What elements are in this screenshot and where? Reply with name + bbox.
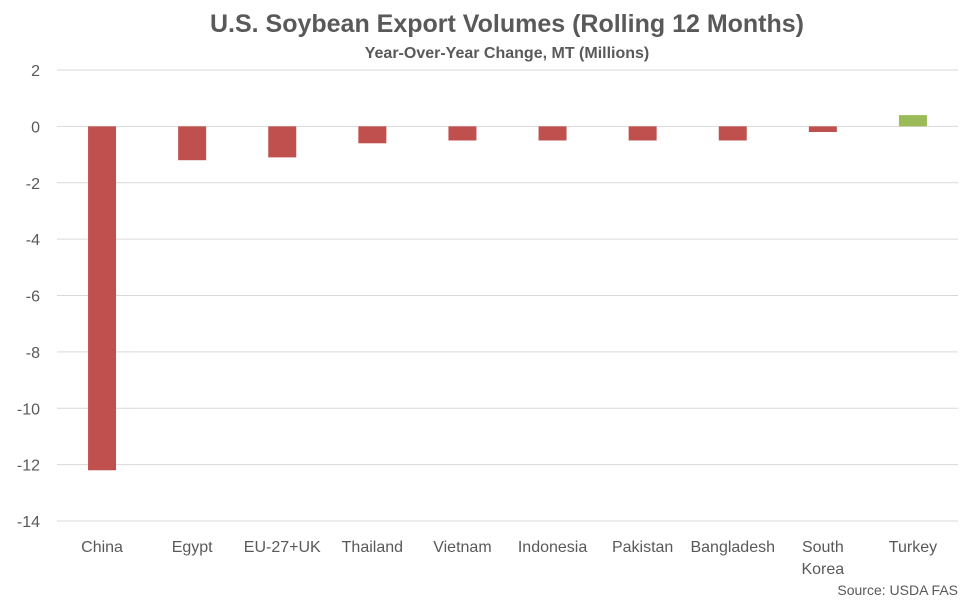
- x-tick-label: Indonesia: [518, 539, 587, 556]
- y-tick-label: -12: [17, 458, 40, 475]
- y-tick-label: -14: [17, 514, 40, 531]
- bar-indonesia: [538, 126, 567, 141]
- bar-china: [88, 126, 117, 471]
- gridlines: [57, 69, 958, 522]
- bars: [88, 115, 927, 471]
- y-tick-label: 0: [31, 119, 40, 136]
- x-tick-label: South Korea: [801, 539, 844, 578]
- bar-egypt: [178, 126, 207, 161]
- x-tick-label: Turkey: [889, 539, 937, 556]
- bar-thailand: [358, 126, 387, 144]
- y-tick-label: -2: [26, 176, 40, 193]
- source-note: Source: USDA FAS: [837, 582, 958, 598]
- y-tick-label: -4: [26, 232, 40, 249]
- bar-vietnam: [448, 126, 477, 141]
- y-tick-label: -6: [26, 289, 40, 306]
- bar-eu-27-uk: [268, 126, 297, 158]
- y-tick-label: 2: [31, 63, 40, 80]
- x-axis: China Egypt EU-27+UK Thailand Vietnam Indones…: [81, 539, 937, 578]
- x-tick-label: EU-27+UK: [244, 539, 321, 556]
- chart-title: U.S. Soybean Export Volumes (Rolling 12 …: [210, 10, 804, 38]
- x-tick-label: China: [81, 539, 123, 556]
- bar-south-korea: [808, 126, 837, 133]
- y-tick-label: -10: [17, 401, 40, 418]
- y-tick-label: -8: [26, 345, 40, 362]
- x-tick-label: Vietnam: [433, 539, 491, 556]
- chart-subtitle: Year-Over-Year Change, MT (Millions): [365, 45, 650, 62]
- x-tick-label: Pakistan: [612, 539, 673, 556]
- x-tick-label: Egypt: [172, 539, 213, 556]
- bar-bangladesh: [718, 126, 747, 141]
- x-tick-label: Bangladesh: [690, 539, 775, 556]
- bar-turkey: [898, 115, 927, 127]
- y-axis: 2 0 -2 -4 -6 -8 -10 -12 -14: [17, 63, 40, 531]
- bar-pakistan: [628, 126, 657, 141]
- x-tick-label: Thailand: [342, 539, 403, 556]
